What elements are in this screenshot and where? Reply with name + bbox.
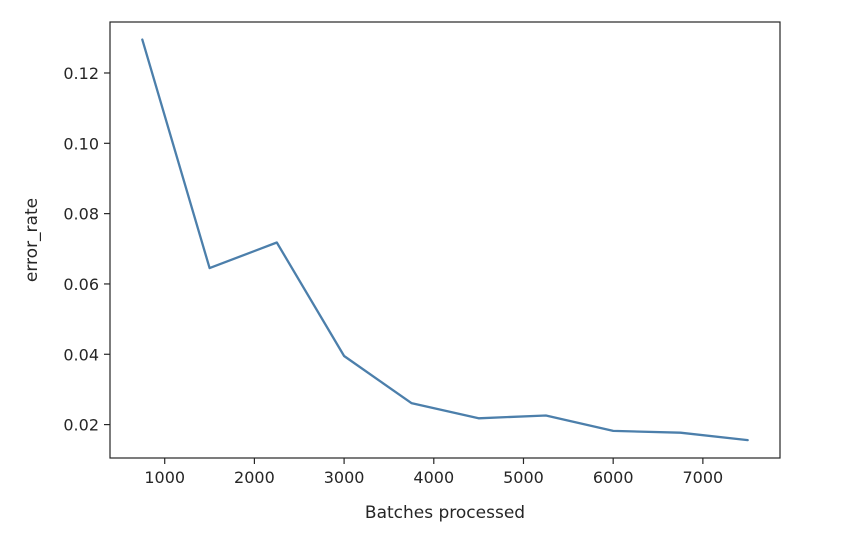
plot-area [141,38,749,442]
x-tick-label: 1000 [144,468,185,487]
y-tick-label: 0.12 [63,64,99,83]
y-axis-label: error_rate [22,198,42,282]
x-tick-label: 3000 [324,468,365,487]
plot-frame [109,21,781,459]
y-tick-label: 0.04 [63,345,99,364]
y-tick-label: 0.06 [63,275,99,294]
series-line [141,38,749,442]
axes: 1000 2000 3000 4000 5000 6000 7000 0.02 0.04 0.06… [63,64,723,487]
x-tick-label: 7000 [683,468,724,487]
x-tick-label: 5000 [503,468,544,487]
y-tick-label: 0.02 [63,416,99,435]
x-tick-label: 6000 [593,468,634,487]
x-axis-label: Batches processed [365,503,525,523]
x-tick-label: 4000 [413,468,454,487]
x-tick-label: 2000 [234,468,275,487]
y-tick-label: 0.08 [63,205,99,224]
y-tick-label: 0.10 [63,134,99,153]
